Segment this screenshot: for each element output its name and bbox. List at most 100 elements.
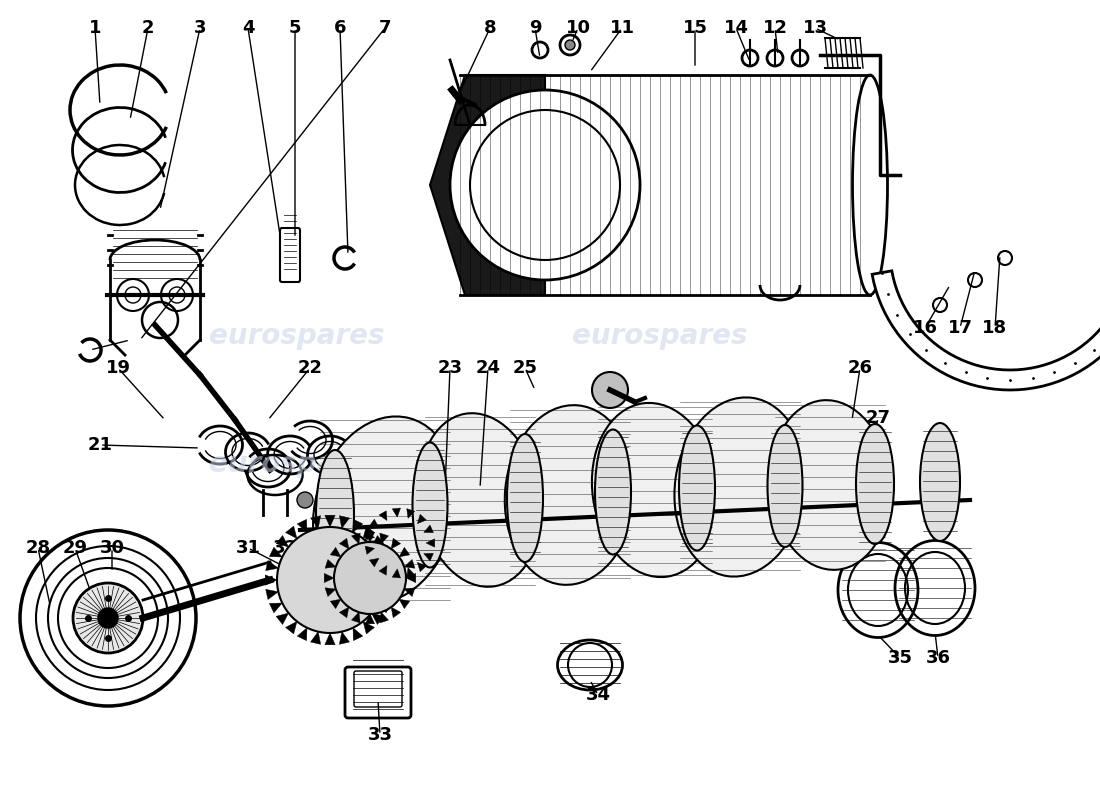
Text: 17: 17 <box>947 319 972 337</box>
Polygon shape <box>383 575 395 585</box>
Polygon shape <box>406 574 416 582</box>
Polygon shape <box>340 516 350 528</box>
Circle shape <box>73 583 143 653</box>
Polygon shape <box>370 558 379 567</box>
Polygon shape <box>404 588 415 597</box>
Ellipse shape <box>412 442 448 567</box>
Circle shape <box>297 492 313 508</box>
Text: 32: 32 <box>273 539 297 557</box>
Text: 22: 22 <box>297 359 322 377</box>
Ellipse shape <box>920 423 960 541</box>
Text: 27: 27 <box>866 409 891 427</box>
Text: eurospares: eurospares <box>209 450 385 478</box>
Polygon shape <box>424 525 433 533</box>
Text: 28: 28 <box>25 539 51 557</box>
Text: 24: 24 <box>475 359 500 377</box>
Circle shape <box>565 40 575 50</box>
Polygon shape <box>324 515 336 527</box>
Text: 8: 8 <box>484 19 496 37</box>
Polygon shape <box>352 612 360 623</box>
Ellipse shape <box>768 425 803 547</box>
Text: 23: 23 <box>438 359 462 377</box>
Text: 10: 10 <box>565 19 591 37</box>
Polygon shape <box>365 614 375 624</box>
Polygon shape <box>363 526 374 538</box>
Polygon shape <box>392 538 400 549</box>
Polygon shape <box>430 75 544 295</box>
Text: 29: 29 <box>63 539 88 557</box>
Polygon shape <box>297 628 307 641</box>
Text: 19: 19 <box>106 359 131 377</box>
Polygon shape <box>365 532 375 542</box>
Ellipse shape <box>419 414 541 586</box>
Text: eurospares: eurospares <box>572 322 748 350</box>
Circle shape <box>98 608 118 628</box>
Text: 35: 35 <box>888 649 913 667</box>
Text: 7: 7 <box>378 19 392 37</box>
Ellipse shape <box>856 424 894 544</box>
Polygon shape <box>393 508 400 517</box>
Polygon shape <box>382 561 394 570</box>
Polygon shape <box>330 547 341 557</box>
Polygon shape <box>353 519 363 532</box>
Text: 26: 26 <box>847 359 872 377</box>
Circle shape <box>592 372 628 408</box>
Polygon shape <box>353 628 363 641</box>
Polygon shape <box>297 519 307 532</box>
Circle shape <box>277 527 383 633</box>
Polygon shape <box>276 535 288 547</box>
Text: 21: 21 <box>88 436 112 454</box>
Ellipse shape <box>679 426 715 550</box>
Polygon shape <box>286 526 297 538</box>
Ellipse shape <box>595 430 631 554</box>
Text: 4: 4 <box>242 19 254 37</box>
Text: 9: 9 <box>529 19 541 37</box>
Text: eurospares: eurospares <box>209 322 385 350</box>
Polygon shape <box>399 547 409 557</box>
Polygon shape <box>326 588 336 597</box>
Polygon shape <box>382 590 394 599</box>
Polygon shape <box>266 561 278 570</box>
Ellipse shape <box>505 405 635 585</box>
Polygon shape <box>377 547 390 557</box>
Polygon shape <box>310 632 320 644</box>
Polygon shape <box>270 547 283 557</box>
Text: 31: 31 <box>235 539 261 557</box>
Polygon shape <box>399 599 409 609</box>
Text: 2: 2 <box>142 19 154 37</box>
Polygon shape <box>372 613 384 625</box>
Text: 6: 6 <box>333 19 346 37</box>
Text: 3: 3 <box>194 19 207 37</box>
Polygon shape <box>404 559 415 568</box>
Text: 18: 18 <box>982 319 1008 337</box>
Polygon shape <box>379 533 388 544</box>
Polygon shape <box>310 516 320 528</box>
Polygon shape <box>324 574 334 582</box>
Polygon shape <box>330 599 341 609</box>
Text: 5: 5 <box>288 19 301 37</box>
Text: 25: 25 <box>513 359 538 377</box>
Text: 12: 12 <box>762 19 788 37</box>
Text: eurospares: eurospares <box>572 450 748 478</box>
Ellipse shape <box>852 75 888 295</box>
Text: 15: 15 <box>682 19 707 37</box>
Polygon shape <box>372 535 384 547</box>
Polygon shape <box>370 519 379 528</box>
Polygon shape <box>340 538 349 549</box>
Polygon shape <box>276 613 288 625</box>
Ellipse shape <box>770 400 890 570</box>
Polygon shape <box>407 568 415 578</box>
Text: 11: 11 <box>609 19 635 37</box>
Polygon shape <box>340 632 350 644</box>
Polygon shape <box>393 569 400 578</box>
Ellipse shape <box>674 398 805 577</box>
Text: 34: 34 <box>585 686 611 704</box>
Text: 36: 36 <box>925 649 950 667</box>
Text: 13: 13 <box>803 19 827 37</box>
Text: 14: 14 <box>724 19 748 37</box>
Polygon shape <box>392 607 400 618</box>
Polygon shape <box>407 509 415 518</box>
Ellipse shape <box>314 417 456 603</box>
Polygon shape <box>417 562 427 572</box>
Polygon shape <box>379 566 387 575</box>
